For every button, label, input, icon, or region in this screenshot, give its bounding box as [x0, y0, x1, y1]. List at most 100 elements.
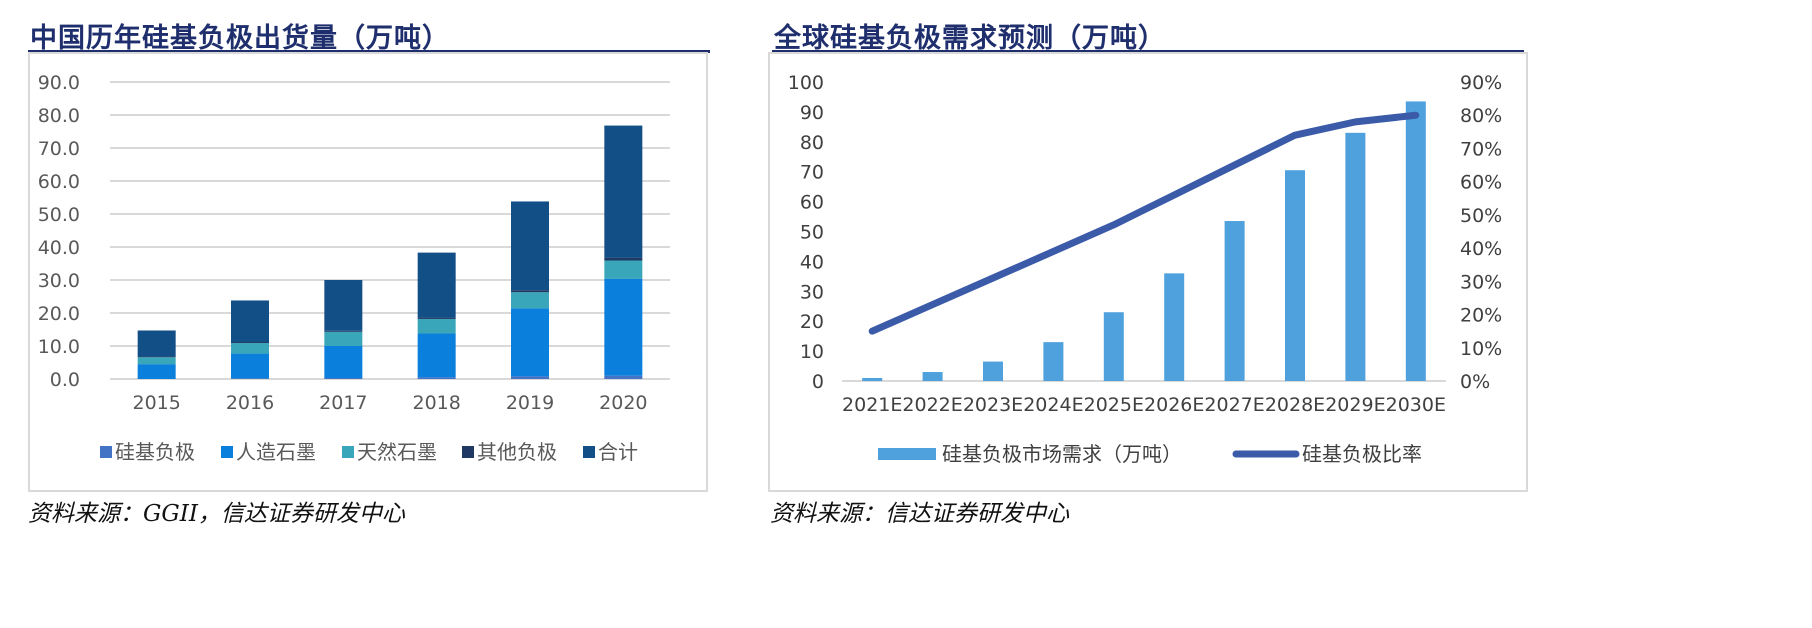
y-tick-label: 0.0: [50, 369, 80, 391]
bar: [1103, 312, 1124, 381]
bar-segment: [604, 260, 643, 279]
bar: [1164, 273, 1185, 381]
x-tick-label: 2027E: [1204, 394, 1264, 416]
legend-label: 合计: [598, 440, 638, 464]
legend-label: 其他负极: [477, 440, 557, 464]
bar-segment: [417, 317, 456, 319]
y-tick-label: 70.0: [38, 138, 80, 160]
y2-tick-label: 10%: [1460, 338, 1502, 360]
bar-segment: [137, 357, 176, 365]
x-tick-label: 2019: [506, 392, 554, 414]
y-tick-label: 30.0: [38, 270, 80, 292]
y2-tick-label: 30%: [1460, 271, 1502, 293]
y-tick-label: 20.0: [38, 303, 80, 325]
legend-label: 天然石墨: [357, 440, 437, 464]
legend-swatch: [100, 446, 112, 458]
bar-segment: [324, 331, 363, 346]
legend-swatch: [462, 446, 474, 458]
bar-segment: [511, 376, 549, 379]
legend-swatch: [221, 446, 233, 458]
y-tick-label: 10.0: [38, 336, 80, 358]
ratio-line: [868, 111, 1420, 335]
legend-label: 硅基负极市场需求（万吨）: [942, 442, 1182, 466]
bar-segment: [511, 308, 549, 377]
x-tick-label: 2017: [319, 392, 367, 414]
x-tick-label: 2026E: [1144, 394, 1204, 416]
x-tick-label: 2022E: [902, 394, 962, 416]
bar-segment: [231, 343, 269, 354]
y-tick-label: 30: [800, 281, 824, 303]
right-chart-box: 0 10 20 30 40 50 60 70 80 90 100 0% 10% 20% 30% 40% 50% 6…: [768, 52, 1528, 492]
left-chart-title: 中国历年硅基负极出货量（万吨）: [30, 23, 450, 54]
y-tick-label: 60: [800, 192, 824, 214]
bar-segment: [231, 353, 269, 379]
y-tick-label: 100: [788, 72, 824, 94]
y2-tick-label: 70%: [1460, 138, 1502, 160]
y-tick-label: 50: [800, 222, 824, 244]
legend-label: 人造石墨: [236, 440, 316, 464]
bar-segment: [324, 346, 363, 379]
bar: [1405, 101, 1426, 381]
x-tick-label: 2020: [599, 392, 647, 414]
x-tick-label: 2025E: [1084, 394, 1144, 416]
bar-segment: [417, 333, 456, 378]
bar-segment: [137, 330, 176, 357]
y2-tick-label: 20%: [1460, 305, 1502, 327]
y-tick-label: 50.0: [38, 204, 80, 226]
right-title-rule: [772, 50, 1524, 53]
x-tick-label: 2021E: [842, 394, 902, 416]
x-tick-label: 2018: [412, 392, 460, 414]
left-chart-box: 0.0 10.0 20.0 30.0 40.0 50.0 60.0 70.0 80.0 90.0 2…: [28, 52, 708, 492]
bar-segment: [231, 300, 269, 343]
right-chart-title: 全球硅基负极需求预测（万吨）: [774, 23, 1166, 54]
legend-swatch-bar: [878, 448, 936, 460]
y-tick-label: 60.0: [38, 171, 80, 193]
y-tick-label: 90.0: [38, 72, 80, 94]
y-tick-label: 90: [800, 102, 824, 124]
x-tick-label: 2029E: [1325, 394, 1385, 416]
bar: [1224, 221, 1245, 381]
x-tick-label: 2024E: [1023, 394, 1083, 416]
y2-tick-label: 90%: [1460, 72, 1502, 94]
y-tick-label: 40: [800, 251, 824, 273]
y2-tick-label: 60%: [1460, 172, 1502, 194]
x-tick-label: 2023E: [963, 394, 1023, 416]
bar-segment: [231, 378, 269, 379]
bar-segment: [511, 290, 549, 293]
bar-segment: [137, 356, 176, 358]
x-tick-label: 2016: [226, 392, 274, 414]
bar: [1345, 132, 1366, 381]
y-tick-label: 20: [800, 311, 824, 333]
bar-segment: [511, 201, 549, 291]
y-tick-label: 80: [800, 132, 824, 154]
left-title-rule: [28, 50, 710, 53]
legend-label: 硅基负极: [115, 440, 195, 464]
y2-tick-label: 80%: [1460, 105, 1502, 127]
y-tick-label: 0: [812, 371, 824, 393]
x-tick-label: 2028E: [1265, 394, 1325, 416]
bar-segment: [417, 252, 456, 318]
bar-segment: [604, 257, 643, 261]
legend-swatch: [342, 446, 354, 458]
y-tick-label: 80.0: [38, 105, 80, 127]
bar: [862, 378, 883, 381]
x-tick-label: 2015: [132, 392, 180, 414]
left-chart: 0.0 10.0 20.0 30.0 40.0 50.0 60.0 70.0 80.0 90.0 2…: [38, 72, 670, 464]
bar-segment: [324, 280, 363, 331]
bar-segment: [324, 330, 363, 332]
bar-segment: [604, 375, 643, 379]
bar: [922, 372, 943, 381]
y2-tick-label: 40%: [1460, 238, 1502, 260]
bar: [983, 361, 1003, 381]
bar-segment: [417, 318, 456, 334]
right-chart: 0 10 20 30 40 50 60 70 80 90 100 0% 10% 20% 30% 40% 50% 6…: [788, 72, 1503, 466]
x-tick-label: 2030E: [1386, 394, 1446, 416]
bar-segment: [324, 378, 363, 379]
legend-label: 硅基负极比率: [1302, 442, 1422, 466]
bar: [1285, 170, 1305, 381]
y2-tick-label: 0%: [1460, 371, 1490, 393]
bar-segment: [604, 278, 643, 376]
bar-segment: [511, 292, 549, 309]
left-source-note: 资料来源：GGII，信达证券研发中心: [28, 501, 405, 527]
y-tick-label: 40.0: [38, 237, 80, 259]
